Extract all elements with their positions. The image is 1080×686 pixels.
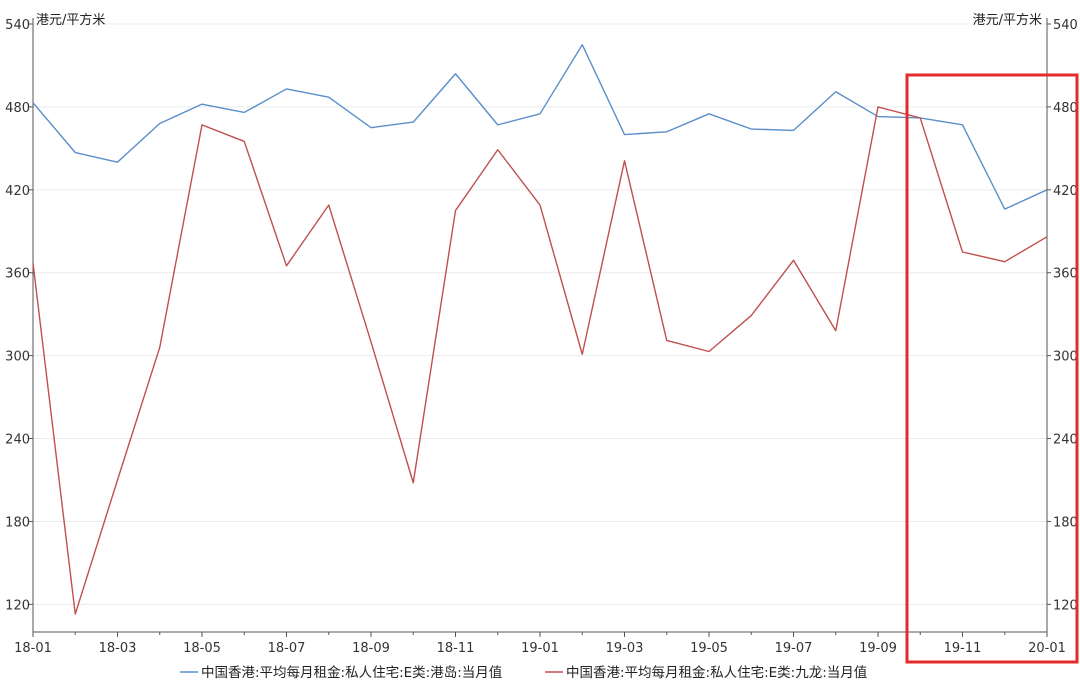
- right-tick-label-540: 540: [1053, 18, 1078, 33]
- legend: 中国香港:平均每月租金:私人住宅:E类:港岛:当月值 中国香港:平均每月租金:私…: [180, 665, 867, 681]
- x-tick-label-19-01: 19-01: [521, 641, 559, 656]
- x-tick-label-18-07: 18-07: [268, 641, 306, 656]
- x-tick-label-18-09: 18-09: [352, 641, 390, 656]
- left-tick-label-120: 120: [5, 598, 30, 613]
- x-tick-label-19-09: 19-09: [859, 641, 897, 656]
- highlight-box: [905, 73, 1079, 664]
- axis-ticks: 120 120 180 180 240 240 300 300 360 360 420 420 480 4…: [5, 18, 1078, 656]
- legend-label-series-1: 中国香港:平均每月租金:私人住宅:E类:港岛:当月值: [201, 665, 502, 681]
- right-tick-label-120: 120: [1053, 598, 1078, 613]
- legend-label-series-2: 中国香港:平均每月租金:私人住宅:E类:九龙:当月值: [566, 665, 867, 681]
- right-tick-label-480: 480: [1053, 101, 1078, 116]
- x-tick-label-18-05: 18-05: [183, 641, 221, 656]
- x-tick-label-19-03: 19-03: [606, 641, 644, 656]
- series-line-2: [32, 106, 1048, 615]
- left-tick-label-540: 540: [5, 18, 30, 33]
- x-tick-label-18-11: 18-11: [437, 641, 475, 656]
- left-tick-label-420: 420: [5, 184, 30, 199]
- right-tick-label-420: 420: [1053, 184, 1078, 199]
- x-tick-label-19-11: 19-11: [944, 641, 982, 656]
- left-tick-label-240: 240: [5, 433, 30, 448]
- x-tick-label-20-01: 20-01: [1028, 641, 1066, 656]
- right-tick-label-300: 300: [1053, 350, 1078, 365]
- x-tick-label-19-05: 19-05: [690, 641, 728, 656]
- right-tick-label-180: 180: [1053, 515, 1078, 530]
- left-tick-label-180: 180: [5, 515, 30, 530]
- series-line-1: [32, 44, 1048, 210]
- x-tick-label-18-03: 18-03: [99, 641, 137, 656]
- grid-lines: [33, 23, 1047, 605]
- left-tick-label-300: 300: [5, 350, 30, 365]
- left-tick-label-360: 360: [5, 267, 30, 282]
- left-tick-label-480: 480: [5, 101, 30, 116]
- axes: [32, 18, 1048, 633]
- right-tick-label-360: 360: [1053, 267, 1078, 282]
- x-tick-label-19-07: 19-07: [775, 641, 813, 656]
- right-tick-label-240: 240: [1053, 433, 1078, 448]
- right-unit-label: 港元/平方米: [973, 12, 1042, 28]
- x-tick-label-18-01: 18-01: [14, 641, 52, 656]
- series-lines: [32, 44, 1048, 615]
- left-unit-label: 港元/平方米: [36, 12, 105, 28]
